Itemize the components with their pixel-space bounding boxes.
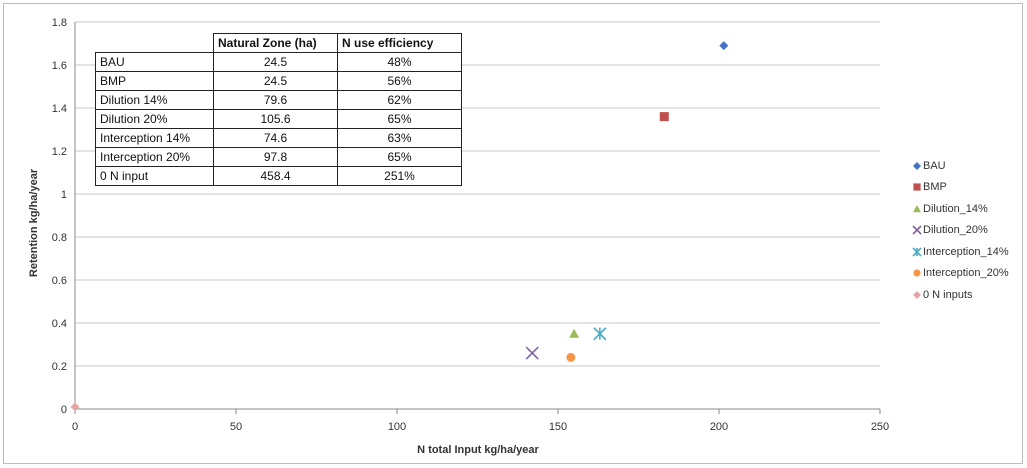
x-tick-label: 200: [710, 421, 728, 433]
data-point: [566, 352, 576, 362]
legend-marker-shape: [913, 161, 921, 170]
x-tick-label: 0: [72, 421, 78, 433]
legend-marker-shape: [912, 247, 922, 257]
data-point: [569, 328, 580, 338]
axes: [74, 22, 881, 414]
x-tick-label: 100: [388, 421, 406, 433]
table-cell-natural-zone: 24.5: [213, 52, 338, 72]
legend-marker: [913, 290, 921, 299]
table-header-corner: [95, 33, 214, 53]
table-cell-scenario: BMP: [95, 71, 214, 91]
table-header-row: Natural Zone (ha) N use efficiency: [95, 33, 462, 53]
legend-marker: [913, 269, 921, 277]
y-tick-label: 1.2: [52, 146, 67, 158]
y-tick-label: 1.8: [52, 17, 67, 29]
x-tick-labels: 0 50 100 150 200 250: [72, 421, 889, 433]
y-tick-label: 1.4: [52, 103, 67, 115]
chart-legend: BAU BMP Dilution_14% Dilution_20% Intercepti…: [912, 155, 1009, 306]
table-cell-natural-zone: 24.5: [213, 71, 338, 91]
table-cell-scenario: Interception 14%: [95, 128, 214, 148]
table-cell-scenario: Dilution 14%: [95, 90, 214, 110]
legend-marker-shape: [912, 225, 922, 235]
table-cell-natural-zone: 97.8: [213, 147, 338, 167]
y-tick-label: 0.2: [52, 361, 67, 373]
legend-label: Dilution_14%: [923, 202, 988, 215]
x-tick-label: 50: [230, 421, 242, 433]
legend-marker: [913, 183, 921, 191]
table-cell-efficiency: 251%: [337, 166, 462, 186]
table-row: BMP 24.5 56%: [95, 71, 462, 91]
y-tick-label: 0.6: [52, 275, 67, 287]
data-point: [659, 112, 669, 122]
table-cell-scenario: BAU: [95, 52, 214, 72]
legend-item: Interception_14%: [912, 241, 1009, 263]
legend-marker: [913, 204, 921, 212]
legend-label: Interception_20%: [923, 267, 1009, 280]
table-row: Interception 20% 97.8 65%: [95, 147, 462, 167]
legend-marker-shape: [913, 290, 921, 299]
data-point: [525, 346, 539, 360]
table-cell-scenario: 0 N input: [95, 166, 214, 186]
y-axis-title: Retention kg/ha/year: [28, 168, 40, 277]
table-cell-natural-zone: 105.6: [213, 109, 338, 129]
legend-label: BAU: [923, 159, 946, 172]
table-row: Dilution 20% 105.6 65%: [95, 109, 462, 129]
y-tick-label: 1.6: [52, 60, 67, 72]
legend-marker: [913, 161, 921, 170]
table-header-n-use-efficiency: N use efficiency: [337, 33, 462, 53]
legend-label: Dilution_20%: [923, 224, 988, 237]
x-tick-label: 250: [871, 421, 889, 433]
x-tick-label: 150: [549, 421, 567, 433]
y-tick-label: 1: [61, 189, 67, 201]
legend-marker: [912, 225, 922, 235]
legend-marker-shape: [913, 204, 921, 212]
legend-label: Interception_14%: [923, 245, 1009, 258]
table-cell-scenario: Interception 20%: [95, 147, 214, 167]
legend-label: BMP: [923, 181, 947, 194]
table-cell-efficiency: 63%: [337, 128, 462, 148]
table-cell-efficiency: 56%: [337, 71, 462, 91]
data-point: [593, 327, 607, 341]
y-tick-labels: 0 0.2 0.4 0.6 0.8 1 1.2 1.4 1.6 1.8: [52, 17, 67, 416]
legend-label: 0 N inputs: [923, 288, 973, 301]
table-cell-efficiency: 65%: [337, 147, 462, 167]
data-point: [70, 402, 80, 412]
table-row: 0 N input 458.4 251%: [95, 166, 462, 186]
table-cell-natural-zone: 79.6: [213, 90, 338, 110]
legend-item: BAU: [912, 155, 1009, 177]
table-cell-efficiency: 65%: [337, 109, 462, 129]
legend-item: Dilution_14%: [912, 198, 1009, 220]
data-points: [70, 41, 729, 412]
table-row: Dilution 14% 79.6 62%: [95, 90, 462, 110]
table-cell-natural-zone: 74.6: [213, 128, 338, 148]
summary-table: Natural Zone (ha) N use efficiency BAU 2…: [95, 33, 462, 186]
table-cell-natural-zone: 458.4: [213, 166, 338, 186]
table-cell-scenario: Dilution 20%: [95, 109, 214, 129]
legend-item: Interception_20%: [912, 263, 1009, 285]
legend-marker-shape: [913, 269, 921, 277]
table-row: BAU 24.5 48%: [95, 52, 462, 72]
data-point: [719, 41, 729, 51]
legend-item: Dilution_20%: [912, 220, 1009, 242]
table-row: Interception 14% 74.6 63%: [95, 128, 462, 148]
table-cell-efficiency: 48%: [337, 52, 462, 72]
gridlines: [75, 21, 880, 367]
x-axis-title: N total Input kg/ha/year: [417, 444, 539, 456]
legend-item: 0 N inputs: [912, 284, 1009, 306]
legend-marker-shape: [913, 183, 921, 191]
table-header-natural-zone: Natural Zone (ha): [213, 33, 338, 53]
legend-item: BMP: [912, 177, 1009, 199]
legend-marker: [912, 247, 922, 257]
y-tick-label: 0: [61, 404, 67, 416]
y-tick-label: 0.8: [52, 232, 67, 244]
y-tick-label: 0.4: [52, 318, 67, 330]
table-cell-efficiency: 62%: [337, 90, 462, 110]
